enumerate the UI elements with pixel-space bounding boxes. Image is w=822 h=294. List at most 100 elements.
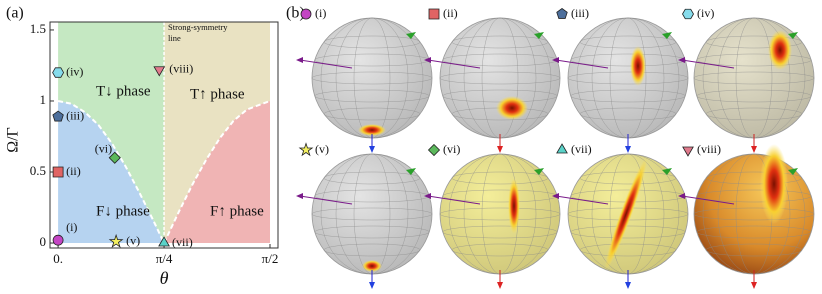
- legend-marker: [300, 8, 312, 20]
- parallel: [705, 107, 803, 121]
- axis-arrow: [299, 195, 353, 205]
- parallel: [439, 71, 561, 85]
- sphere-view: (i): [296, 6, 433, 153]
- legend-marker: [428, 8, 440, 20]
- region: [164, 100, 271, 244]
- phase-boundary: [57, 100, 165, 244]
- parallel: [696, 225, 812, 239]
- parallel: [705, 35, 803, 49]
- region-label: F↓ phase: [96, 203, 150, 219]
- sphere-label: (viii): [697, 142, 721, 156]
- marker: [108, 233, 124, 248]
- marker: [108, 151, 121, 164]
- point-label: (i): [66, 220, 77, 234]
- parallel: [439, 207, 561, 221]
- region: [58, 100, 165, 244]
- arrow-head: [662, 32, 672, 39]
- parallel: [311, 71, 433, 85]
- arrow-head: [751, 146, 757, 153]
- panel-label: (a): [6, 5, 24, 22]
- arrow-head: [662, 168, 672, 175]
- axis-arrow: [681, 195, 735, 205]
- sphere-label: (iii): [571, 6, 589, 20]
- marker: [153, 66, 166, 77]
- arrow-head: [788, 32, 798, 39]
- panel-label: (b): [286, 5, 305, 22]
- legend-marker: [298, 142, 314, 157]
- hotspot: [362, 260, 382, 272]
- parallel: [323, 35, 421, 49]
- region-label: T↓ phase: [96, 83, 151, 99]
- point-label: (v): [126, 233, 140, 247]
- arrow-head: [788, 168, 798, 175]
- arrow-head: [296, 57, 303, 63]
- sphere-label: (v): [315, 142, 329, 156]
- point-label: (vii): [172, 235, 193, 249]
- sphere-view: (iii): [552, 6, 689, 153]
- legend-marker: [682, 146, 694, 157]
- arrow-head: [678, 57, 685, 63]
- hotspot: [358, 124, 386, 136]
- y-tick-label: 1.5: [30, 21, 46, 36]
- parallel: [314, 225, 430, 239]
- parallel: [323, 243, 421, 257]
- parallel: [696, 89, 812, 103]
- y-tick-label: 0: [40, 234, 47, 249]
- sphere-label: (ii): [443, 6, 458, 20]
- sphere-view: (ii): [424, 6, 561, 153]
- parallel: [705, 171, 803, 185]
- parallel: [311, 207, 433, 221]
- parallel: [696, 189, 812, 203]
- sphere-view: (v): [296, 142, 433, 289]
- arrow-head: [424, 193, 431, 199]
- marker: [52, 234, 64, 246]
- sphere-view: (iv): [678, 6, 815, 153]
- axis-arrow: [681, 59, 735, 69]
- axis-arrow: [555, 59, 609, 69]
- region-label: F↑ phase: [210, 203, 264, 219]
- arrow-head: [406, 168, 416, 175]
- parallel: [451, 35, 549, 49]
- x-axis-label: θ: [160, 268, 169, 288]
- axis-arrow: [299, 59, 353, 69]
- arrow-head: [406, 32, 416, 39]
- arrow-head: [678, 193, 685, 199]
- arrow-head: [534, 168, 544, 175]
- parallel: [567, 71, 689, 85]
- legend-marker: [682, 8, 694, 20]
- arrow-head: [625, 146, 631, 153]
- parallel: [314, 89, 430, 103]
- marker: [158, 236, 170, 247]
- parallel: [451, 243, 549, 257]
- arrow-head: [751, 282, 757, 289]
- hotspot: [508, 178, 520, 234]
- marker: [52, 67, 65, 78]
- x-tick-label: π/2: [262, 251, 279, 266]
- parallel: [323, 107, 421, 121]
- hotspot: [496, 96, 528, 120]
- parallel: [442, 225, 558, 239]
- region-label: T↑ phase: [190, 86, 245, 102]
- marker: [52, 166, 64, 178]
- annotation: line: [168, 33, 181, 43]
- marker: [52, 110, 64, 122]
- annotation: Strong-symmetry: [168, 22, 228, 32]
- sphere-label: (vi): [443, 142, 460, 156]
- parallel: [693, 207, 815, 221]
- x-tick-label: π/4: [156, 251, 173, 266]
- sphere-view: (vii): [552, 142, 689, 289]
- sphere-view: (vi): [424, 142, 561, 289]
- x-tick-label: 0.: [53, 251, 63, 266]
- sphere-label: (vii): [571, 142, 592, 156]
- axis-arrow: [555, 195, 609, 205]
- hotspot: [768, 30, 792, 70]
- parallel: [696, 53, 812, 67]
- legend-marker: [556, 8, 568, 19]
- y-tick-label: 1: [40, 92, 47, 107]
- arrow-head: [369, 282, 375, 289]
- parallel: [323, 171, 421, 185]
- point-label: (iii): [66, 108, 84, 122]
- parallel: [570, 89, 686, 103]
